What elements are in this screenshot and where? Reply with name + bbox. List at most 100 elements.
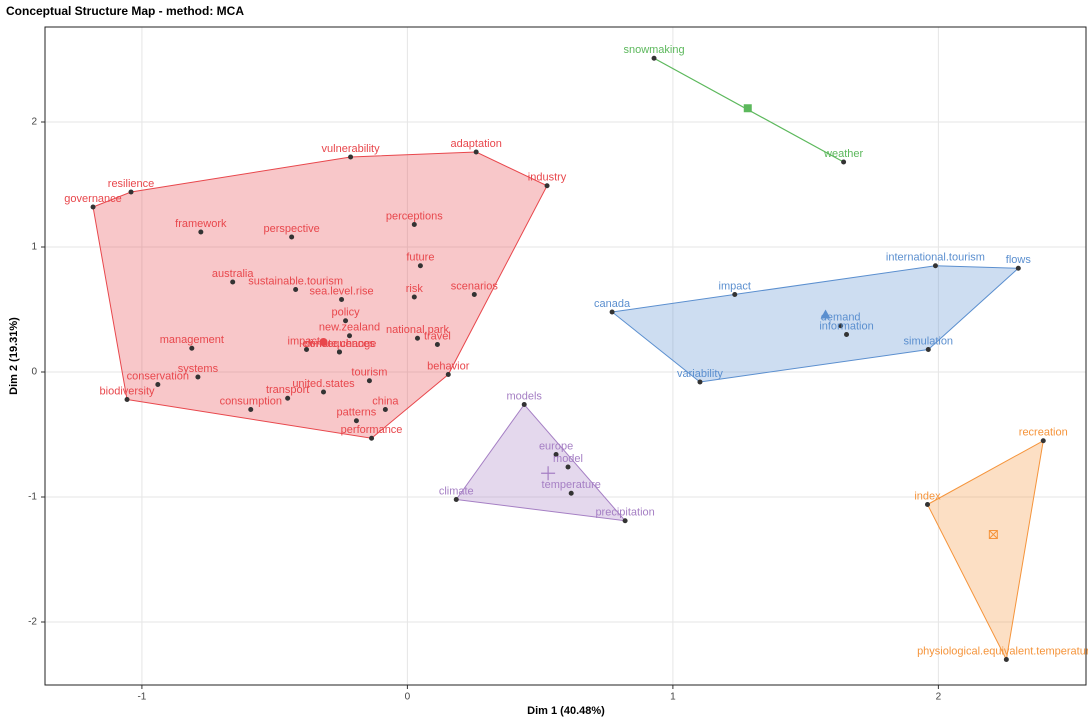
chart-title: Conceptual Structure Map - method: MCA [6,4,244,18]
centroid [541,466,556,481]
point [155,382,161,387]
point [1015,265,1021,271]
point [651,55,657,61]
point-label: framework [175,218,227,230]
point [471,292,477,297]
point [369,435,375,441]
cluster-hull [926,439,1044,662]
point [414,335,420,341]
y-tick-label: 0 [31,367,37,378]
point [453,497,459,502]
point-label: risk [406,283,424,295]
point [382,407,388,412]
point [189,345,195,351]
cluster-hull [610,265,1020,383]
point-label: temperature [542,479,601,491]
point [1003,657,1009,662]
point [925,347,931,352]
point-label: flows [1006,254,1032,266]
y-tick-label: -1 [28,492,37,503]
point [838,323,844,329]
point [321,389,327,395]
centroid [319,338,328,346]
point-label: travel [424,330,451,342]
x-tick-label: 2 [936,692,942,703]
point-label: industry [528,172,567,184]
point [732,292,738,297]
point-label: perspective [264,223,320,235]
point [841,159,847,165]
point [1040,438,1046,444]
point-label: scenarios [451,280,499,292]
point [521,402,527,407]
point-label: precipitation [595,507,654,519]
point-label: biodiversity [100,385,156,397]
x-tick-label: -1 [137,692,146,703]
point [248,407,254,412]
point [293,287,299,292]
point-label: canada [594,298,631,310]
point [336,349,342,355]
point-label: model [553,453,583,465]
point-label: impact [719,280,751,292]
point [411,222,417,227]
point [925,502,931,507]
point [198,229,204,235]
point-label: policy [331,307,360,319]
point-label: patterns [337,407,377,419]
y-tick-label: 1 [31,242,37,253]
x-tick-label: 1 [670,692,676,703]
point-label: information [819,320,873,332]
y-axis-label: Dim 2 (19.31%) [8,317,20,395]
point-label: perceptions [386,210,443,222]
point-label: impacts [288,335,326,347]
point-label: management [160,334,224,346]
point [339,297,345,302]
point-label: snowmaking [623,44,684,56]
point-label: adaptation [450,138,501,150]
point-label: simulation [904,335,954,347]
point [289,234,295,240]
point [553,452,559,457]
point-label: performance [341,424,403,436]
y-tick-label: -2 [28,617,37,628]
point [622,518,628,524]
point [434,342,440,347]
point-label: sustainable.tourism [248,275,343,287]
plot-border [44,26,1087,686]
point-label: united.states [292,378,355,390]
point [347,333,353,339]
point-label: national.park [386,324,449,336]
point-label: tourism [351,367,387,379]
point-label: climate.change [302,338,376,350]
point-label: governance [64,193,122,205]
point [932,263,938,269]
point-label: future [406,252,434,264]
centroid [743,104,752,113]
point-label: australia [212,268,254,280]
point-label: demand [821,312,861,324]
x-tick-label: 0 [405,692,411,703]
point [568,490,574,496]
point-label: variability [677,368,723,380]
point [124,397,130,402]
cluster-hull [455,403,627,522]
y-tick-label: 2 [31,117,37,128]
point [411,294,417,300]
point-label: climate [439,485,474,497]
point [609,309,615,315]
plot-background [45,27,1086,685]
point-label: conservation [127,370,189,382]
point-label: resilience [108,178,154,190]
point-label: europe [539,440,573,452]
point [353,418,359,424]
point-label: systems [178,363,219,375]
point-label: models [506,390,542,402]
point-label: sea.level.rise [309,285,373,297]
point [285,395,291,401]
point [697,379,703,385]
point-label: behavior [427,360,470,372]
point-label: index [914,490,941,502]
point [544,183,550,189]
